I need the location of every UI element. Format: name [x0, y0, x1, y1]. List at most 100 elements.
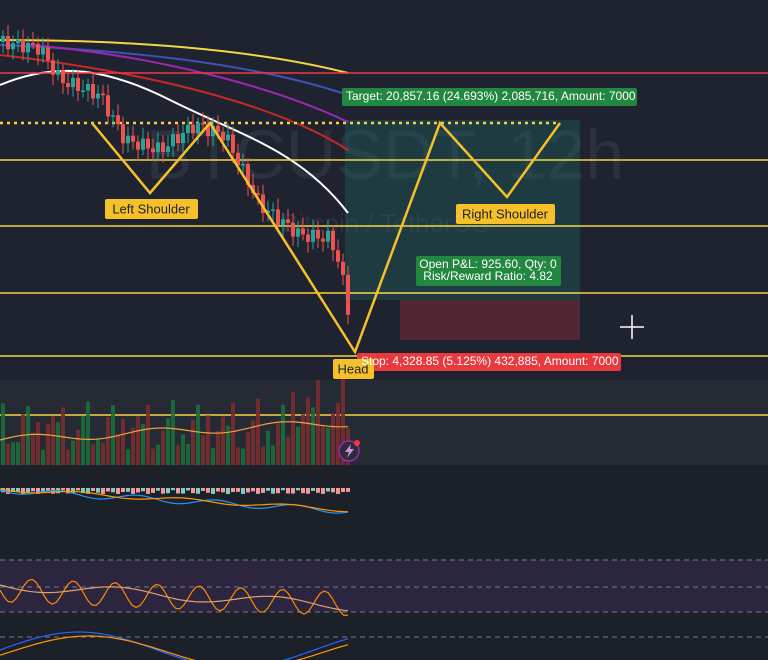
candle-body — [156, 142, 160, 153]
volume-bar — [31, 433, 35, 465]
volume-bar — [286, 436, 290, 465]
volume-bar — [136, 416, 140, 465]
volume-bar — [46, 423, 50, 465]
candle-body — [66, 83, 70, 88]
watermark-description: Bitcoin / TetherUS — [281, 208, 489, 238]
volume-bar — [311, 407, 315, 465]
macd-bar — [261, 488, 265, 493]
candle-body — [316, 229, 320, 239]
volume-bar — [171, 400, 175, 465]
volume-bar — [101, 442, 105, 465]
ma-white — [0, 69, 349, 214]
macd-bar — [66, 488, 70, 494]
volume-bar — [176, 445, 180, 465]
volume-bar — [71, 440, 75, 465]
macd-bar — [176, 488, 180, 494]
macd-bar — [71, 488, 75, 494]
macd-bar — [126, 488, 130, 492]
macd-bar — [296, 488, 300, 491]
macd-pane — [0, 466, 768, 526]
stop-zone — [400, 300, 580, 340]
volume-bar — [336, 402, 340, 465]
candle-body — [211, 125, 215, 137]
volume-bar — [146, 404, 150, 465]
volume-bar — [21, 414, 25, 465]
candle-body — [96, 93, 100, 99]
volume-bar — [201, 435, 205, 465]
volume-bar — [316, 380, 320, 465]
volume-bar — [211, 448, 215, 465]
candle-body — [31, 42, 35, 45]
candle-body — [246, 164, 250, 186]
volume-bar — [11, 442, 15, 465]
macd-bar — [141, 488, 145, 492]
volume-bar — [181, 434, 185, 465]
candle-body — [106, 95, 110, 117]
volume-bar — [281, 404, 285, 465]
candle-body — [271, 209, 275, 211]
macd-bar — [196, 488, 200, 494]
candle-body — [326, 230, 330, 242]
candle-body — [131, 135, 135, 142]
macd-bar — [26, 488, 30, 493]
volume-bar — [251, 420, 255, 465]
candle-body — [286, 219, 290, 223]
head-box — [333, 359, 374, 379]
alert-dot — [354, 440, 360, 446]
macd-bar — [266, 488, 270, 491]
macd-bar — [136, 488, 140, 493]
volume-bar — [106, 417, 110, 465]
volume-bar — [131, 427, 135, 465]
candle-body — [281, 219, 285, 226]
left-shoulder-box — [105, 199, 198, 219]
macd-bar — [86, 488, 90, 494]
volume-bar — [196, 404, 200, 465]
macd-bar — [121, 488, 125, 493]
macd-bar — [191, 488, 195, 494]
macd-bar — [301, 488, 305, 494]
volume-bar — [246, 431, 250, 465]
candle-body — [166, 146, 170, 153]
pnl-box — [416, 256, 561, 286]
macd-bar — [146, 488, 150, 494]
candle-body — [276, 209, 280, 226]
candle-body — [86, 83, 90, 91]
candle-body — [26, 42, 30, 53]
macd-bar — [281, 488, 285, 491]
volume-bar — [296, 426, 300, 465]
rsi-ma — [0, 584, 349, 612]
volume-bar — [216, 430, 220, 465]
macd-bar — [101, 488, 105, 494]
candle-body — [151, 148, 155, 153]
macd-bar — [16, 488, 20, 492]
lower-pane — [0, 627, 768, 660]
watermark-symbol: BTCUSDT, 12h — [146, 115, 624, 193]
risk-reward-label: Risk/Reward Ratio: 4.82 — [423, 269, 553, 283]
volume-bar — [331, 413, 335, 465]
macd-bar — [131, 488, 135, 494]
volume-bar — [326, 427, 330, 465]
macd-bar — [236, 488, 240, 492]
volume-bar — [301, 414, 305, 465]
volume-bar — [226, 425, 230, 465]
candle-body — [296, 228, 300, 237]
volume-bar — [306, 397, 310, 465]
macd-bar — [161, 488, 165, 494]
candle-body — [221, 131, 225, 141]
candle-body — [336, 250, 340, 262]
volume-bar — [321, 426, 325, 465]
volume-area — [0, 380, 768, 465]
macd-bar — [331, 488, 335, 493]
volume-bar — [126, 449, 130, 465]
candle-body — [41, 47, 45, 55]
candle-body — [261, 194, 265, 214]
volume-bar — [151, 448, 155, 465]
volume-bar — [56, 422, 60, 465]
candle-body — [81, 90, 85, 93]
volume-bar — [161, 430, 165, 465]
volume-bar — [186, 443, 190, 465]
volume-bar — [76, 429, 80, 465]
right-shoulder-box — [456, 204, 555, 224]
volume-bar — [36, 422, 40, 465]
